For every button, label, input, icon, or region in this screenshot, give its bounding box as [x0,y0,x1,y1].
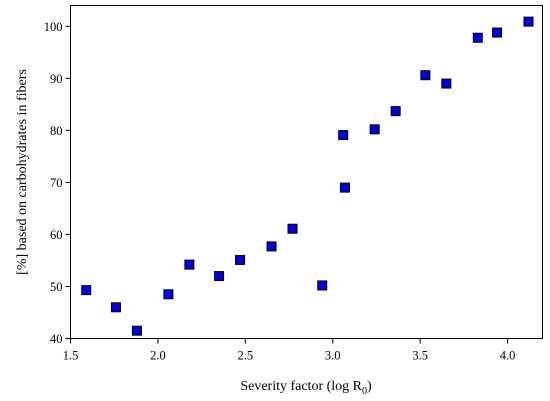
data-point [214,271,225,282]
x-tick-label: 4.0 [500,349,516,363]
y-tick-label: 60 [50,228,63,242]
data-point [184,259,195,270]
y-tick-label: 90 [50,72,63,86]
data-point [492,27,503,38]
x-ticks: 1.5 2.0 2.5 3.0 3.5 4.0 [63,338,516,363]
data-point [287,223,298,234]
x-tick-label: 3.5 [412,349,428,363]
y-axis-title: [%] based on carbohydrates in fibers [15,69,30,275]
x-axis-title-suffix: ) [367,379,372,394]
x-tick-label: 3.0 [325,349,341,363]
y-tick-label: 40 [50,332,63,346]
data-point [81,285,92,296]
x-axis-title-main: Severity factor (log R [240,379,362,394]
data-points [81,16,534,336]
data-point [235,254,246,265]
plot-frame [70,5,543,339]
data-point [163,289,174,300]
y-tick-label: 70 [50,176,63,190]
data-point [110,302,121,313]
data-point [266,241,277,252]
data-point [369,124,380,135]
data-point [441,78,452,89]
data-point [131,325,142,336]
y-tick-label: 50 [50,280,63,294]
x-axis-title: Severity factor (log R0) [240,379,372,397]
y-tick-label: 80 [50,124,63,138]
x-tick-label: 2.5 [238,349,254,363]
data-point [338,130,349,141]
data-point [390,106,401,117]
x-axis-title-subscript: 0 [362,386,367,397]
data-point [472,32,483,43]
data-point [420,70,431,81]
x-tick-label: 2.0 [150,349,166,363]
data-point [339,182,350,193]
y-ticks: 40 50 60 70 80 90 100 [44,20,71,346]
data-point [317,280,328,291]
data-point [523,16,534,27]
x-tick-label: 1.5 [63,349,79,363]
y-tick-label: 100 [44,20,63,34]
